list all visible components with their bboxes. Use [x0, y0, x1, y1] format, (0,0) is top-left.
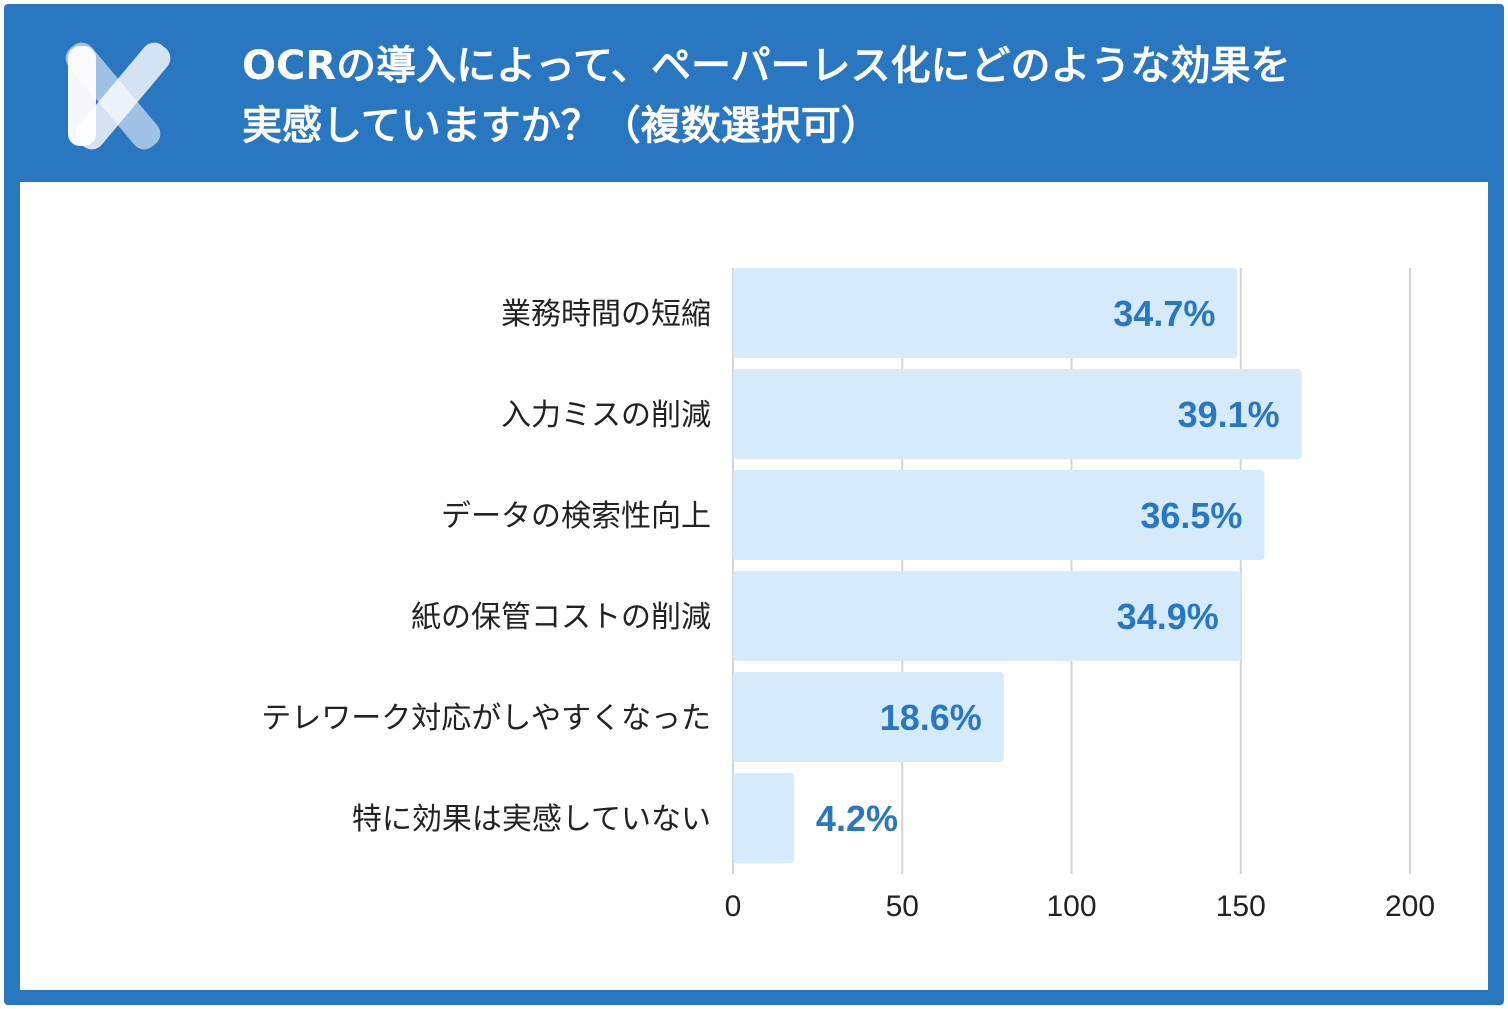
chart-title: OCRの導入によって、ペーパーレス化にどのような効果を 実感していますか？（複数… — [242, 36, 1291, 156]
category-label: 業務時間の短縮 — [501, 297, 711, 332]
category-label: データの検索性向上 — [441, 499, 711, 534]
value-label: 34.7% — [1113, 293, 1215, 334]
bar — [733, 369, 1302, 459]
bar — [733, 571, 1241, 661]
value-label: 39.1% — [1178, 394, 1280, 435]
x-tick-label: 100 — [1046, 890, 1096, 923]
bar-chart: 0 50 100 150 200 業務時間の短縮 34.7% 入力ミスの削減 39.1% データの… — [261, 268, 1435, 923]
bar — [733, 470, 1265, 560]
bar — [733, 773, 794, 863]
value-label: 36.5% — [1140, 495, 1242, 536]
x-logo-icon — [65, 42, 171, 150]
bar — [733, 672, 1004, 762]
x-tick-label: 0 — [725, 890, 742, 923]
title-line-2: 実感していますか？（複数選択可） — [242, 103, 881, 149]
chart-panel: 0 50 100 150 200 業務時間の短縮 34.7% 入力ミスの削減 39.1% データの… — [20, 182, 1488, 990]
x-tick-label: 50 — [886, 890, 919, 923]
category-label: 紙の保管コストの削減 — [411, 600, 711, 635]
category-label: 入力ミスの削減 — [501, 398, 711, 433]
category-label: テレワーク対応がしやすくなった — [261, 701, 711, 736]
title-line-1: OCRの導入によって、ペーパーレス化にどのような効果を — [242, 43, 1291, 89]
value-label: 4.2% — [816, 798, 898, 839]
header-bar: OCRの導入によって、ペーパーレス化にどのような効果を 実感していますか？（複数… — [4, 4, 1504, 182]
category-label: 特に効果は実感していない — [352, 802, 711, 837]
value-label: 34.9% — [1117, 596, 1219, 637]
x-tick-label: 150 — [1216, 890, 1266, 923]
bar — [733, 268, 1238, 358]
x-tick-label: 200 — [1385, 890, 1435, 923]
chart-frame: OCRの導入によって、ペーパーレス化にどのような効果を 実感していますか？（複数… — [4, 4, 1504, 1005]
value-label: 18.6% — [880, 697, 982, 738]
